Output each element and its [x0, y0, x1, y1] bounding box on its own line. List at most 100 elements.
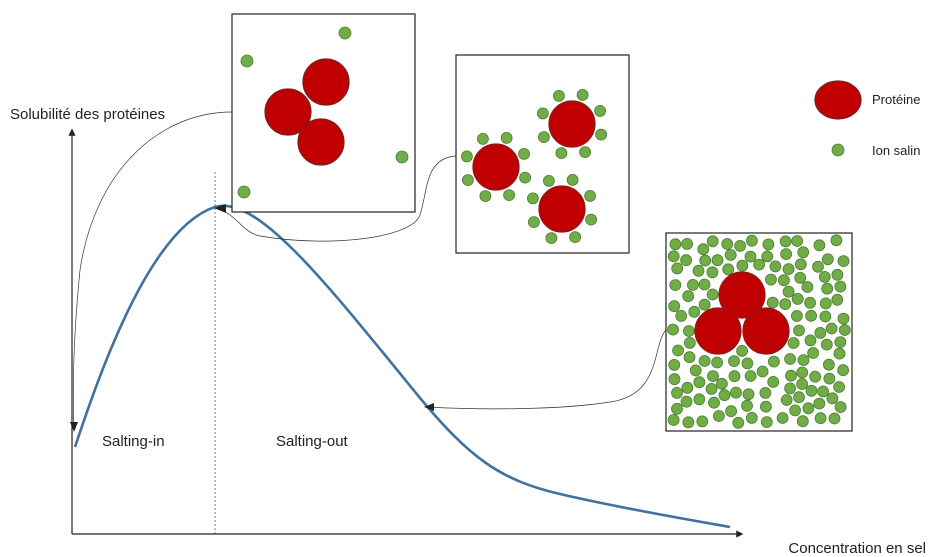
salt-ion — [681, 381, 694, 394]
salt-ion — [682, 416, 695, 429]
salt-ion — [741, 399, 753, 412]
salt-ion — [809, 370, 821, 383]
salt-ion — [814, 412, 827, 425]
x-axis-label: Concentration en sel — [788, 540, 926, 557]
salt-ion — [569, 231, 581, 244]
salt-ion — [789, 404, 801, 417]
salt-ion — [716, 377, 728, 390]
salt-ion — [830, 234, 843, 247]
salt-ion — [732, 416, 745, 429]
salt-ion — [833, 381, 845, 393]
salt-ion — [813, 397, 826, 410]
salt-ion — [693, 393, 706, 406]
salt-ion — [761, 250, 774, 263]
salt-ion — [819, 297, 832, 310]
connector-optimal-salt — [217, 155, 457, 242]
salt-ion — [814, 326, 827, 339]
salt-ion — [461, 174, 474, 187]
salt-ion — [595, 128, 607, 141]
salt-ion — [834, 336, 847, 349]
salt-ion — [693, 376, 706, 389]
salt-ion — [683, 351, 696, 364]
salt-ion — [672, 344, 684, 357]
legend-protein-label: Protéine — [872, 92, 920, 107]
salt-ion — [680, 395, 693, 408]
salting-out-label: Salting-out — [276, 433, 349, 450]
salt-ion — [805, 384, 818, 397]
salt-ion — [768, 355, 780, 368]
salt-ion — [767, 375, 780, 388]
salt-ion — [707, 370, 719, 383]
salt-ion — [671, 402, 683, 415]
salt-ion — [734, 239, 746, 252]
salt-ion — [736, 344, 748, 357]
salt-ion — [395, 150, 409, 164]
salt-ion — [804, 334, 817, 347]
salt-ion — [706, 288, 719, 301]
salt-ion — [594, 105, 606, 117]
salt-ion — [817, 385, 829, 398]
salt-ion — [667, 414, 680, 426]
salt-ion — [837, 255, 850, 268]
salt-ion — [500, 131, 513, 144]
connector-high-salt-arrowhead — [424, 403, 434, 411]
salt-ion — [794, 258, 807, 271]
salt-ion — [585, 213, 597, 226]
salt-ion — [782, 285, 795, 298]
salt-ion — [776, 412, 789, 424]
salt-ion — [741, 357, 754, 370]
salt-ion — [807, 347, 819, 359]
salt-ion — [769, 260, 782, 273]
salt-ion — [725, 405, 737, 418]
salt-ion — [538, 131, 550, 144]
protein — [302, 58, 350, 106]
salt-ion — [780, 248, 792, 261]
salt-ion — [820, 338, 833, 351]
salt-ion — [543, 174, 555, 187]
salt-ion — [765, 273, 777, 286]
salt-ion — [837, 312, 850, 325]
salt-ion — [696, 415, 709, 428]
salt-ion — [742, 388, 755, 401]
salt-ion — [813, 239, 826, 252]
salt-ion — [791, 235, 804, 247]
salt-ion — [821, 282, 834, 295]
salt-ion — [460, 150, 473, 163]
salt-ion — [793, 324, 805, 337]
salt-ion — [760, 400, 772, 413]
salt-ion — [796, 366, 809, 379]
salt-ion — [688, 305, 701, 318]
salt-ion — [566, 173, 579, 186]
protein — [718, 271, 766, 319]
salt-ion — [689, 364, 702, 377]
salt-ion — [711, 254, 724, 267]
connector-high-salt — [427, 329, 667, 410]
salt-ion — [756, 365, 769, 378]
salt-ion — [683, 325, 695, 337]
salt-ion — [698, 278, 711, 291]
salt-ion — [780, 394, 793, 406]
salt-ion — [823, 358, 835, 371]
connector-optimal-salt-arrowhead — [214, 204, 226, 213]
salt-ion — [834, 280, 847, 293]
salt-ion — [778, 274, 790, 287]
salt-ion — [785, 369, 797, 382]
salt-ion — [708, 396, 720, 409]
salt-ion — [833, 347, 846, 360]
legend-ion-swatch — [831, 143, 845, 157]
protein — [548, 100, 596, 148]
protein — [742, 307, 790, 355]
salt-ion — [668, 300, 681, 313]
salt-ion — [787, 337, 800, 349]
salt-ion — [812, 260, 824, 273]
salt-ion — [823, 372, 836, 385]
salt-ion — [760, 416, 773, 429]
salt-ion — [721, 238, 734, 250]
salt-ion — [794, 271, 807, 284]
salt-ion — [518, 147, 530, 160]
solubility-curve — [73, 204, 731, 529]
salt-ion — [791, 292, 804, 305]
salt-ion — [555, 147, 568, 160]
salt-ion — [819, 310, 832, 323]
salt-ion — [681, 237, 693, 250]
